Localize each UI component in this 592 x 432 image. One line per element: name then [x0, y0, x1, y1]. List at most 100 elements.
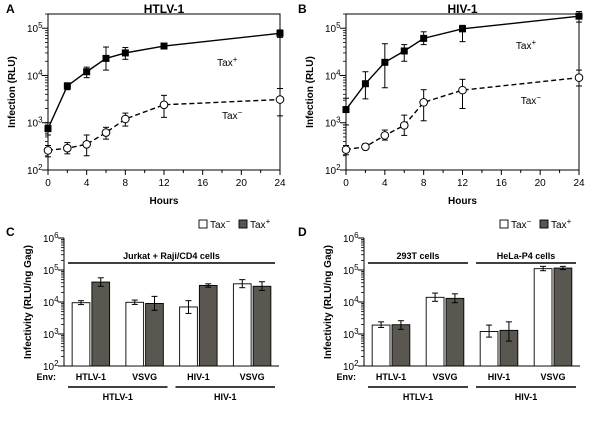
x-tick-label: 24 — [573, 178, 585, 189]
series-label-sup: + — [531, 38, 536, 47]
bar-tax-minus — [425, 296, 445, 367]
series-label-base: Tax — [217, 58, 233, 69]
y-tick-label-base: 10 — [43, 234, 55, 245]
x-tick-label: 16 — [197, 178, 209, 189]
data-point — [381, 58, 389, 66]
data-point — [458, 85, 467, 95]
data-point — [399, 121, 409, 130]
y-tick-label: 103 — [43, 327, 59, 341]
y-tick-label: 102 — [343, 359, 359, 373]
y-tick-label-sup: 5 — [54, 263, 59, 272]
y-tick-label-base: 10 — [325, 24, 337, 35]
data-point — [361, 142, 370, 152]
y-tick-label: 105 — [343, 263, 359, 277]
group-label: HIV-1 — [515, 392, 538, 402]
x-tick-label: 16 — [496, 178, 508, 189]
bar-tax-plus — [198, 284, 218, 367]
x-tick-label: 4 — [84, 178, 90, 189]
x-tick-label: 4 — [382, 178, 388, 189]
bar-tax-minus — [533, 268, 553, 367]
data-point — [342, 106, 350, 114]
y-tick-label-sup: 3 — [38, 116, 43, 125]
y-tick-label-base: 10 — [343, 298, 355, 309]
group-label: HTLV-1 — [403, 392, 433, 402]
y-tick-label-sup: 5 — [354, 263, 359, 272]
data-point — [102, 54, 110, 62]
category-label: HTLV-1 — [376, 372, 406, 382]
y-tick-label-base: 10 — [43, 298, 55, 309]
data-point — [63, 82, 71, 90]
x-tick-label: 8 — [123, 178, 129, 189]
data-point — [400, 47, 408, 55]
category-label: VSVG — [240, 372, 265, 382]
data-point — [361, 80, 369, 88]
y-tick-label-sup: 4 — [38, 68, 43, 77]
x-axis-label: Hours — [150, 196, 179, 207]
y-tick-label-sup: 3 — [354, 327, 359, 336]
data-point — [121, 49, 129, 57]
legend-label-sup: + — [266, 217, 271, 226]
y-tick-label: 106 — [43, 231, 59, 245]
y-tick-label-base: 10 — [325, 71, 337, 82]
y-tick-label-sup: 3 — [54, 327, 59, 336]
data-point — [380, 131, 390, 140]
bar-tax-plus — [91, 281, 111, 367]
y-tick-label-sup: 6 — [54, 231, 59, 240]
category-label: HIV-1 — [488, 372, 511, 382]
data-point — [575, 12, 583, 20]
data-point — [276, 29, 284, 37]
y-tick-label-sup: 5 — [336, 21, 341, 30]
x-tick-label: 12 — [158, 178, 170, 189]
y-tick-label-base: 10 — [343, 266, 355, 277]
y-tick-label: 104 — [343, 295, 359, 309]
chart-title: HTLV-1 — [144, 2, 185, 16]
y-tick-label: 103 — [27, 116, 43, 130]
x-tick-label: 24 — [274, 178, 286, 189]
series-label-base: Tax — [222, 111, 238, 122]
series-label-sup: + — [233, 55, 238, 64]
y-tick-label-sup: 3 — [336, 116, 341, 125]
y-tick-label-base: 10 — [27, 24, 39, 35]
legend-label: Tax+ — [551, 217, 572, 231]
legend-swatch — [198, 219, 208, 229]
y-tick-label-base: 10 — [343, 330, 355, 341]
y-tick-label-base: 10 — [27, 166, 39, 177]
y-tick-label-sup: 4 — [336, 68, 341, 77]
y-tick-label-base: 10 — [343, 234, 355, 245]
y-tick-label: 105 — [325, 21, 341, 35]
legend-swatch — [499, 219, 509, 229]
y-tick-label-base: 10 — [43, 266, 55, 277]
data-point — [420, 34, 428, 42]
x-tick-label: 0 — [45, 178, 51, 189]
legend-label-sup: − — [226, 217, 231, 226]
y-tick-label: 105 — [43, 263, 59, 277]
data-point — [574, 73, 584, 82]
y-tick-label-sup: 6 — [354, 231, 359, 240]
data-point — [459, 25, 466, 33]
bar-tax-plus — [145, 303, 164, 367]
y-axis-label: Infectivity (RLU/ng Gag) — [323, 245, 334, 359]
y-tick-label-sup: 2 — [54, 359, 59, 368]
y-axis-label: Infection (RLU) — [7, 56, 18, 128]
series-tax-plus: Tax+ — [44, 29, 284, 136]
data-point — [82, 139, 91, 149]
bar-tax-plus — [252, 285, 272, 367]
cell-group-label: Jurkat + Raji/CD4 cells — [123, 251, 220, 261]
y-tick-label-base: 10 — [343, 362, 355, 373]
y-tick-label-base: 10 — [43, 362, 55, 373]
data-point — [419, 98, 428, 107]
series-tax-minus: Tax− — [43, 88, 285, 158]
x-tick-label: 8 — [421, 178, 427, 189]
panel-letter: C — [6, 225, 15, 239]
y-tick-label: 103 — [325, 116, 341, 130]
series-tax-minus: Tax− — [341, 69, 584, 156]
x-tick-label: 12 — [457, 178, 469, 189]
x-axis-label: Hours — [448, 196, 477, 207]
series-label-sup: − — [536, 93, 541, 102]
legend-label-base: Tax — [250, 220, 266, 231]
series-label: Tax+ — [217, 55, 238, 69]
category-label: VSVG — [132, 372, 157, 382]
y-tick-label: 104 — [43, 295, 59, 309]
